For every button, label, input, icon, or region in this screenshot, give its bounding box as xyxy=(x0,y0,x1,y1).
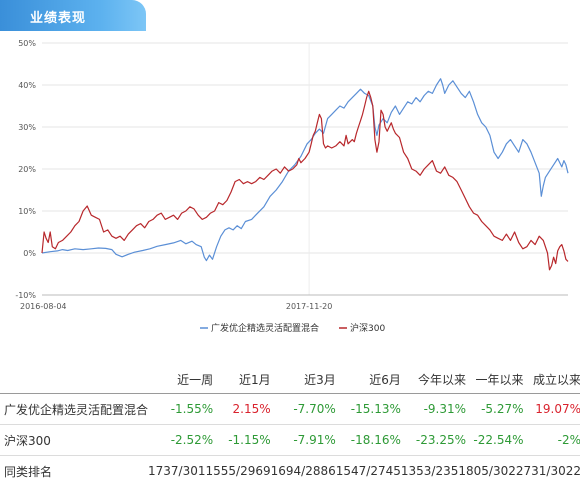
table-cell: -2.52% xyxy=(148,425,213,456)
fund-series-line xyxy=(42,79,568,261)
performance-table: 近一周 近1月 近3月 近6月 今年以来 一年以来 成立以来 广发优企精选灵活配… xyxy=(0,366,580,486)
legend-label: 沪深300 xyxy=(350,322,385,334)
table-cell: -2% xyxy=(524,425,580,456)
row-name-fund: 广发优企精选灵活配置混合 xyxy=(0,394,148,425)
y-tick-label: 0% xyxy=(23,249,36,258)
y-tick-label: 20% xyxy=(18,165,36,174)
y-tick-label: 50% xyxy=(18,39,36,48)
chart-legend: 广发优企精选灵活配置混合 沪深300 xyxy=(200,322,385,334)
table-cell: -7.91% xyxy=(271,425,336,456)
row-name-index: 沪深300 xyxy=(0,425,148,456)
line-chart: 50% 40% 30% 20% 10% 0% -10% 2016-08-04 2017-11-… xyxy=(0,33,580,343)
table-cell: -1.15% xyxy=(213,425,271,456)
col-header-ytd: 今年以来 xyxy=(401,366,466,394)
table-header-empty xyxy=(0,366,148,394)
section-header-tab: 业绩表现 xyxy=(0,0,146,31)
table-cell: 805/3022 xyxy=(466,456,524,486)
section-title: 业绩表现 xyxy=(30,7,86,26)
table-cell: 731/3022 xyxy=(524,456,580,486)
y-tick-label: 30% xyxy=(18,123,36,132)
table-cell: 1694/2886 xyxy=(271,456,336,486)
table-cell: 2.15% xyxy=(213,394,271,425)
x-axis-ticks: 2016-08-04 2017-11-20 xyxy=(20,302,332,311)
table-cell: -15.13% xyxy=(336,394,401,425)
y-tick-label: 10% xyxy=(18,207,36,216)
y-tick-label: 40% xyxy=(18,81,36,90)
row-name-rank: 同类排名 xyxy=(0,456,148,486)
col-header-1m: 近1月 xyxy=(213,366,271,394)
col-header-inception: 成立以来 xyxy=(524,366,580,394)
table-cell: -5.27% xyxy=(466,394,524,425)
table-cell: -22.54% xyxy=(466,425,524,456)
table-cell: 1353/2351 xyxy=(401,456,466,486)
index-series-line xyxy=(42,91,568,269)
col-header-6m: 近6月 xyxy=(336,366,401,394)
table-cell: -1.55% xyxy=(148,394,213,425)
table-row: 广发优企精选灵活配置混合 -1.55% 2.15% -7.70% -15.13%… xyxy=(0,394,580,425)
table-cell: -23.25% xyxy=(401,425,466,456)
col-header-3m: 近3月 xyxy=(271,366,336,394)
chart-series xyxy=(42,79,568,270)
table-cell: 555/2969 xyxy=(213,456,271,486)
x-tick-label: 2016-08-04 xyxy=(20,302,67,311)
table-row: 同类排名 1737/3011 555/2969 1694/2886 1547/2… xyxy=(0,456,580,486)
table-cell: -18.16% xyxy=(336,425,401,456)
chart-grid xyxy=(42,43,568,295)
table-cell: 1737/3011 xyxy=(148,456,213,486)
table-row: 沪深300 -2.52% -1.15% -7.91% -18.16% -23.2… xyxy=(0,425,580,456)
col-header-1w: 近一周 xyxy=(148,366,213,394)
performance-chart: 50% 40% 30% 20% 10% 0% -10% 2016-08-04 2017-11-… xyxy=(0,33,580,343)
table-cell: 1547/2745 xyxy=(336,456,401,486)
y-axis-ticks: 50% 40% 30% 20% 10% 0% -10% xyxy=(15,39,36,300)
table-header-row: 近一周 近1月 近3月 近6月 今年以来 一年以来 成立以来 xyxy=(0,366,580,394)
col-header-1y: 一年以来 xyxy=(466,366,524,394)
y-tick-label: -10% xyxy=(15,291,36,300)
table-cell: -9.31% xyxy=(401,394,466,425)
table-cell: 19.07% xyxy=(524,394,580,425)
x-tick-label: 2017-11-20 xyxy=(286,302,333,311)
legend-label: 广发优企精选灵活配置混合 xyxy=(211,322,319,334)
table-cell: -7.70% xyxy=(271,394,336,425)
